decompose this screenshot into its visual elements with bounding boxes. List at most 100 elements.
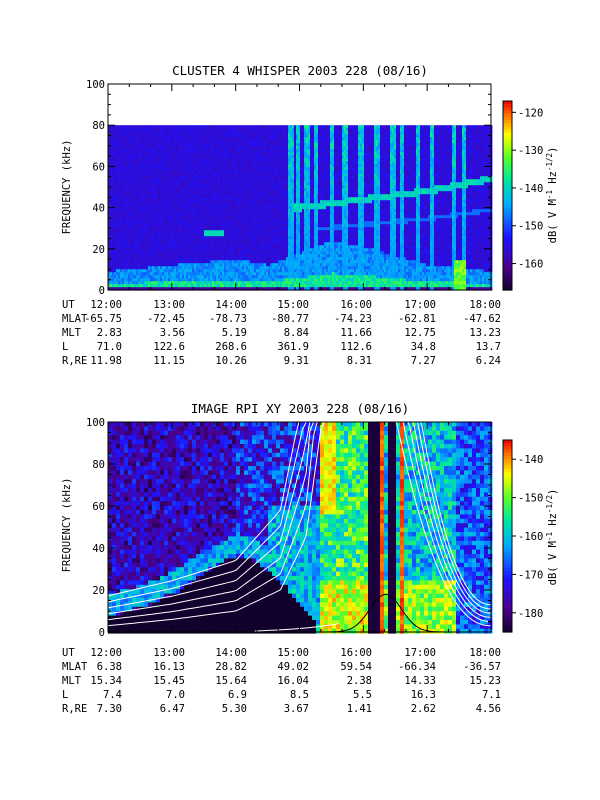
spectrogram-cell xyxy=(178,167,181,171)
spectrogram-cell xyxy=(220,230,223,234)
spectrogram-cell xyxy=(220,137,223,141)
spectrogram-cell xyxy=(148,281,151,285)
spectrogram-cell xyxy=(212,260,215,264)
spectrogram-cell xyxy=(212,167,215,171)
spectrogram-cell xyxy=(158,245,161,249)
spectrogram-cell xyxy=(140,263,143,267)
spectrogram-cell xyxy=(176,242,179,246)
spectrogram-cell xyxy=(206,281,209,285)
spectrogram-cell xyxy=(240,158,243,162)
spectrogram-cell xyxy=(174,134,177,138)
spectrogram-cell xyxy=(148,275,151,279)
spectrogram-cell xyxy=(196,269,199,273)
spectrogram-cell xyxy=(224,224,227,228)
spectrogram-cell xyxy=(120,161,123,165)
spectrogram-cell xyxy=(124,203,127,207)
spectrogram-cell xyxy=(150,128,153,132)
spectrogram-cell xyxy=(156,260,159,264)
spectrogram-cell xyxy=(242,230,245,234)
spectrogram-cell xyxy=(228,149,231,153)
spectrogram-cell xyxy=(166,146,169,150)
spectrogram-cell xyxy=(242,191,245,195)
spectrogram-cell xyxy=(186,206,189,210)
spectrogram-cell xyxy=(226,251,229,255)
spectrogram-cell xyxy=(116,281,119,285)
spectrogram-cell xyxy=(154,161,157,165)
spectrogram-cell xyxy=(120,233,123,237)
spectrogram-cell xyxy=(148,182,151,186)
spectrogram-cell xyxy=(120,242,123,246)
spectrogram-cell xyxy=(132,272,135,276)
spectrogram-cell xyxy=(214,236,217,240)
spectrogram-cell xyxy=(162,191,165,195)
spectrogram-cell xyxy=(242,239,245,243)
spectrogram-cell xyxy=(150,125,153,129)
spectrogram-cell xyxy=(146,167,149,171)
spectrogram-cell xyxy=(224,215,227,219)
spectrogram-cell xyxy=(234,260,237,264)
spectrogram-cell xyxy=(238,248,241,252)
spectrogram-cell xyxy=(204,227,207,231)
spectrogram-cell xyxy=(110,176,113,180)
spectrogram-cell xyxy=(244,200,247,204)
spectrogram-cell xyxy=(228,221,231,225)
spectrogram-cell xyxy=(230,149,233,153)
spectrogram-cell xyxy=(192,224,195,228)
spectrogram-cell xyxy=(170,260,173,264)
spectrogram-cell xyxy=(230,146,233,150)
spectrogram-cell xyxy=(160,284,163,288)
spectrogram-cell xyxy=(198,281,201,285)
spectrogram-cell xyxy=(232,278,235,282)
spectrogram-cell xyxy=(214,275,217,279)
spectrogram-cell xyxy=(126,206,129,210)
spectrogram-cell xyxy=(134,164,137,168)
spectrogram-cell xyxy=(208,251,211,255)
spectrogram-cell xyxy=(236,200,239,204)
spectrogram-cell xyxy=(108,230,111,234)
spectrogram-cell xyxy=(168,143,171,147)
spectrogram-cell xyxy=(220,284,223,288)
spectrogram-cell xyxy=(142,143,145,147)
spectrogram-cell xyxy=(164,248,167,252)
spectrogram-cell xyxy=(150,182,153,186)
spectrogram-cell xyxy=(210,236,213,240)
spectrogram-cell xyxy=(136,245,139,249)
spectrogram-cell xyxy=(136,236,139,240)
spectrogram-cell xyxy=(118,143,121,147)
spectrogram-cell xyxy=(214,197,217,201)
spectrogram-cell xyxy=(238,251,241,255)
spectrogram-cell xyxy=(230,257,233,261)
spectrogram-cell xyxy=(240,191,243,195)
spectrogram-cell xyxy=(184,248,187,252)
spectrogram-cell xyxy=(140,284,143,288)
spectrogram-cell xyxy=(154,191,157,195)
spectrogram-cell xyxy=(146,206,149,210)
spectrogram-cell xyxy=(196,212,199,216)
spectrogram-cell xyxy=(134,191,137,195)
spectrogram-cell xyxy=(132,200,135,204)
spectrogram-cell xyxy=(180,281,183,285)
spectrogram-cell xyxy=(234,248,237,252)
spectrogram-cell xyxy=(136,167,139,171)
spectrogram-cell xyxy=(170,215,173,219)
spectrogram-cell xyxy=(242,236,245,240)
spectrogram-cell xyxy=(238,242,241,246)
spectrogram-cell xyxy=(148,197,151,201)
spectrogram-cell xyxy=(112,233,115,237)
spectrogram-cell xyxy=(180,215,183,219)
spectrogram-cell xyxy=(228,251,231,255)
spectrogram-cell xyxy=(214,155,217,159)
spectrogram-cell xyxy=(214,164,217,168)
spectrogram-cell xyxy=(234,134,237,138)
spectrogram-cell xyxy=(166,197,169,201)
spectrogram-cell xyxy=(232,218,235,222)
spectrogram-cell xyxy=(114,206,117,210)
spectrogram-cell xyxy=(154,149,157,153)
spectrogram-cell xyxy=(146,164,149,168)
spectrogram-cell xyxy=(128,281,131,285)
spectrogram-cell xyxy=(234,191,237,195)
spectrogram-cell xyxy=(208,149,211,153)
spectrogram-cell xyxy=(202,143,205,147)
spectrogram-cell xyxy=(154,134,157,138)
spectrogram-cell xyxy=(226,134,229,138)
